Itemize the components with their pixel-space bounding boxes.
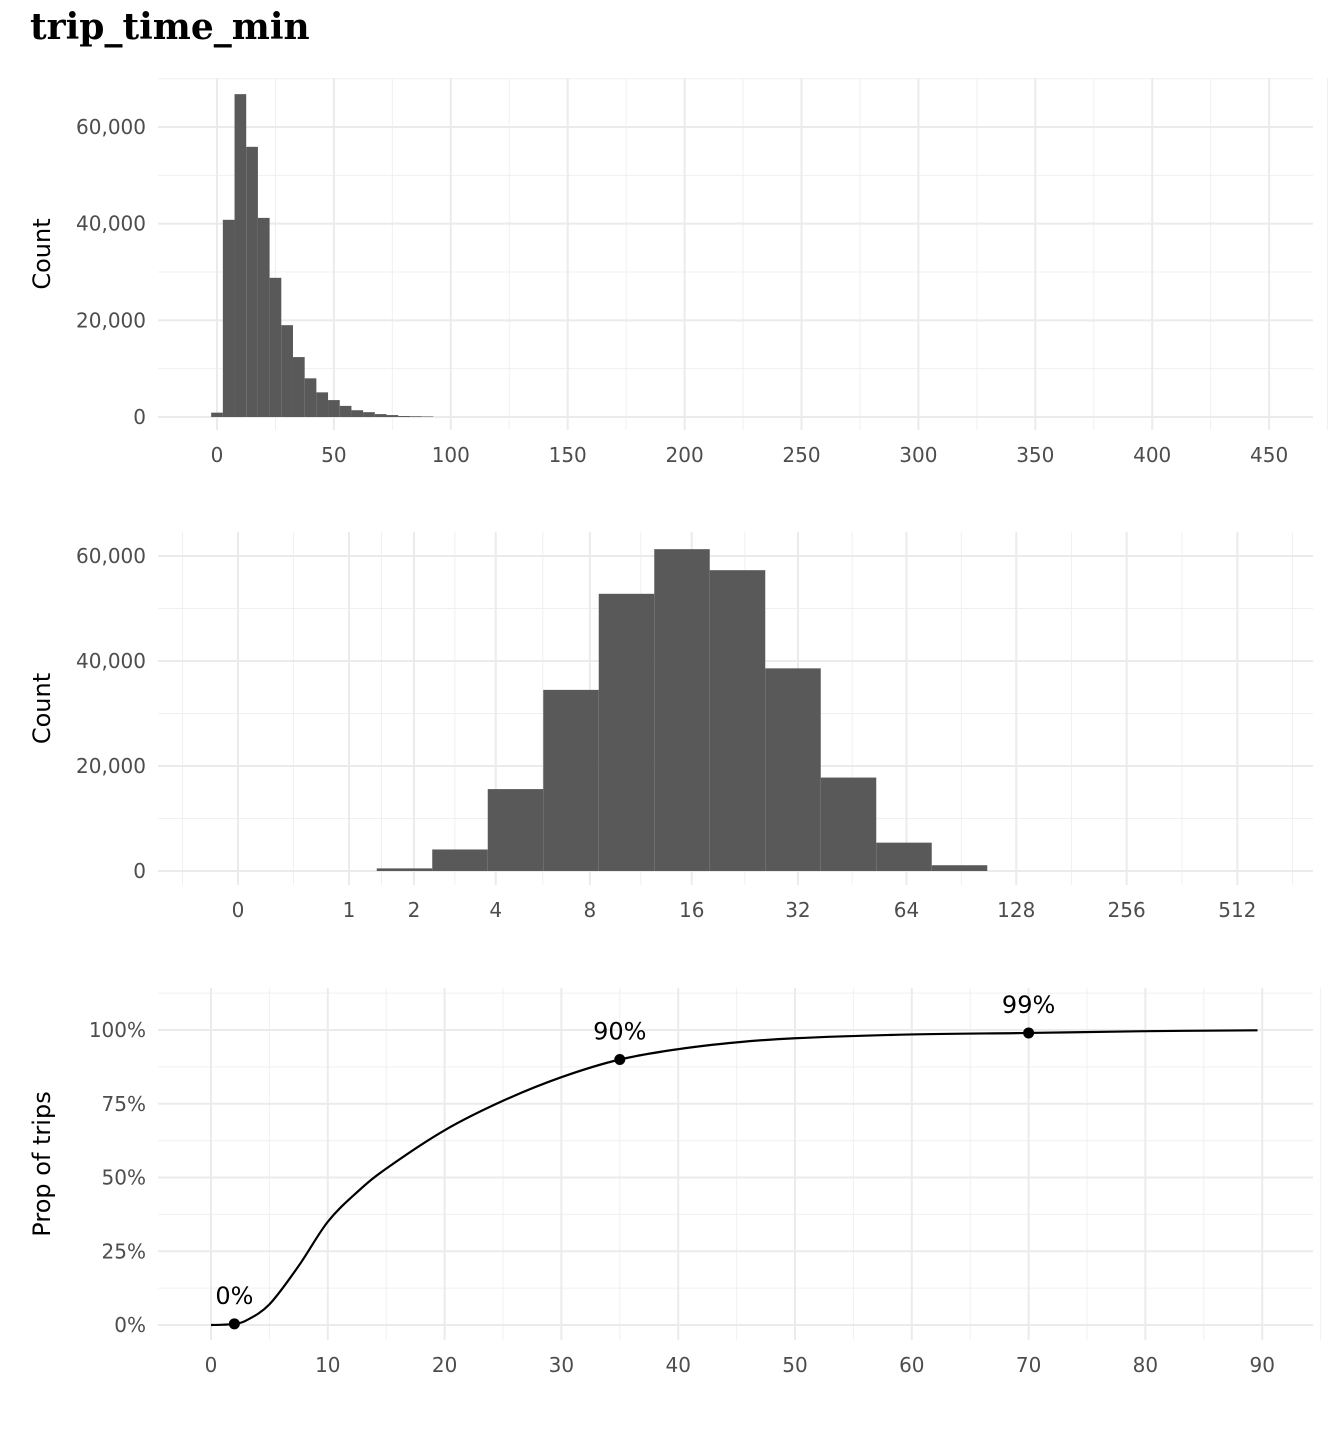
x-tick-label: 30 — [549, 1353, 574, 1377]
x-tick-label: 2 — [408, 898, 421, 922]
x-tick-label: 512 — [1218, 898, 1256, 922]
histogram-bar — [765, 668, 821, 871]
y-tick-label: 0% — [114, 1313, 146, 1337]
x-tick-label: 1 — [343, 898, 356, 922]
histogram-bar — [351, 410, 364, 417]
y-tick-label: 50% — [102, 1166, 146, 1190]
histogram-bar — [222, 219, 235, 417]
chart-title: trip_time_min — [30, 6, 310, 48]
histogram-bar — [246, 146, 258, 417]
y-tick-label: 40,000 — [76, 649, 146, 673]
x-tick-label: 16 — [679, 898, 704, 922]
histogram-bar — [269, 277, 282, 417]
y-tick-label: 0 — [133, 405, 146, 429]
point-label: 0% — [215, 1282, 253, 1310]
histogram-bar — [292, 357, 305, 417]
x-tick-label: 70 — [1016, 1353, 1041, 1377]
x-tick-label: 80 — [1133, 1353, 1158, 1377]
y-tick-label: 60,000 — [76, 115, 146, 139]
histogram-bar — [820, 777, 877, 871]
x-tick-label: 256 — [1108, 898, 1146, 922]
x-tick-label: 128 — [997, 898, 1035, 922]
histogram-bar — [376, 868, 433, 871]
x-tick-label: 150 — [549, 443, 587, 467]
histogram-bar — [598, 593, 655, 871]
y-tick-label: 25% — [102, 1239, 146, 1263]
y-axis-label: Count — [28, 218, 56, 289]
point-label: 90% — [593, 1018, 646, 1046]
y-tick-label: 60,000 — [76, 544, 146, 568]
histogram-bar — [487, 789, 544, 871]
x-tick-label: 250 — [782, 443, 820, 467]
y-tick-label: 100% — [89, 1018, 146, 1042]
x-tick-label: 8 — [583, 898, 596, 922]
x-tick-label: 0 — [232, 898, 245, 922]
x-tick-label: 50 — [782, 1353, 807, 1377]
x-tick-label: 400 — [1133, 443, 1171, 467]
histogram-bar — [386, 415, 399, 417]
histogram-bar — [304, 378, 317, 417]
y-axis-label: Prop of trips — [28, 1091, 56, 1236]
x-tick-label: 200 — [666, 443, 704, 467]
x-tick-label: 300 — [899, 443, 937, 467]
histogram-bar — [281, 325, 293, 417]
x-tick-label: 100 — [432, 443, 470, 467]
histogram-bar — [409, 416, 422, 417]
histogram-bar — [363, 412, 375, 417]
histogram-bar — [931, 865, 988, 871]
x-tick-label: 32 — [785, 898, 810, 922]
histogram-bar — [432, 849, 488, 871]
x-tick-label: 0 — [211, 443, 224, 467]
x-tick-label: 64 — [894, 898, 919, 922]
x-tick-label: 50 — [321, 443, 346, 467]
ecdf-point — [1023, 1027, 1035, 1039]
x-tick-label: 40 — [665, 1353, 690, 1377]
histogram-bar — [543, 689, 599, 871]
histogram-bar — [709, 570, 766, 871]
x-tick-label: 4 — [489, 898, 502, 922]
histogram-bar — [654, 549, 710, 871]
y-tick-label: 75% — [102, 1092, 146, 1116]
y-tick-label: 0 — [133, 859, 146, 883]
x-tick-label: 450 — [1250, 443, 1288, 467]
x-tick-label: 350 — [1016, 443, 1054, 467]
x-tick-label: 60 — [899, 1353, 924, 1377]
x-tick-label: 0 — [205, 1353, 218, 1377]
histogram-bar — [876, 842, 932, 871]
histogram-bar — [374, 414, 387, 417]
y-tick-label: 20,000 — [76, 308, 146, 332]
point-label: 99% — [1002, 991, 1055, 1019]
ecdf-line — [210, 1029, 1258, 1327]
ecdf-point — [614, 1054, 626, 1065]
x-tick-label: 10 — [315, 1353, 340, 1377]
x-tick-label: 20 — [432, 1353, 457, 1377]
y-tick-label: 40,000 — [76, 212, 146, 236]
histogram-bar — [316, 392, 329, 417]
histogram-bar — [234, 94, 247, 417]
histogram-bar — [328, 400, 340, 417]
histogram-bar — [257, 217, 270, 417]
y-tick-label: 20,000 — [76, 754, 146, 778]
ecdf-point — [228, 1318, 240, 1330]
histogram-bar — [398, 416, 410, 417]
histogram-bar — [211, 412, 223, 417]
y-axis-label: Count — [28, 673, 56, 744]
x-tick-label: 90 — [1249, 1353, 1274, 1377]
histogram-bar — [339, 405, 352, 417]
